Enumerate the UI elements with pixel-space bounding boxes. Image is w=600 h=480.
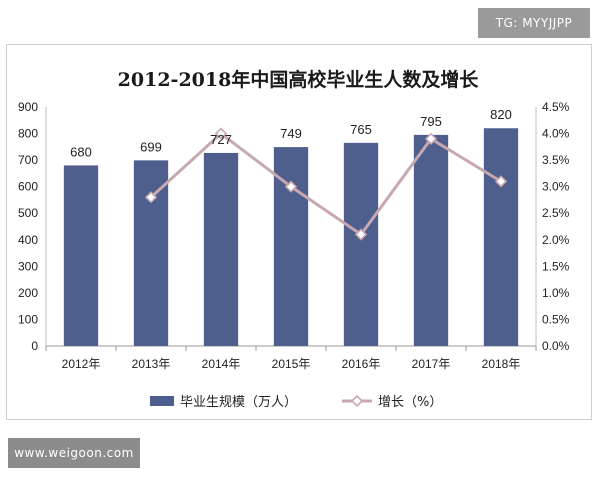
x-tick-label: 2012年 [62,357,101,371]
y-right-tick-label: 4.0% [542,127,570,141]
y-left-tick-label: 300 [18,259,38,273]
y-left-tick-label: 0 [31,339,38,353]
bar-data-label: 699 [140,139,162,154]
bar-data-label: 727 [210,132,232,147]
site-watermark: www.weigoon.com [8,438,140,468]
bar-data-label: 795 [420,114,442,129]
x-tick-label: 2017年 [412,357,451,371]
growth-point [494,175,508,188]
bar [343,142,379,346]
bar-data-label: 749 [280,126,302,141]
y-left-tick-label: 800 [18,127,38,141]
y-left-tick-label: 900 [18,100,38,114]
y-left-tick-label: 700 [18,153,38,167]
bar [63,165,99,346]
y-right-tick-label: 3.0% [542,180,570,194]
line-series [144,127,508,241]
growth-point [354,228,368,241]
y-right-tick-label: 4.5% [542,100,570,114]
y-right-tick-label: 3.5% [542,153,570,167]
y-left-tick-label: 400 [18,233,38,247]
y-right-tick-label: 2.5% [542,206,570,220]
legend-swatch-bar [150,396,174,406]
bar-series [63,128,519,346]
bar [483,128,519,346]
axes: 0 100 200 300 400 500 600 700 800 900 0.0% 0.5% 1.0%… [18,100,570,371]
data-labels: 680 699 727 749 765 795 820 [70,107,512,159]
y-right-tick-label: 0.5% [542,312,570,326]
y-right-tick-label: 1.5% [542,259,570,273]
x-tick-label: 2016年 [342,357,381,371]
growth-line [149,131,502,237]
bar [413,134,449,346]
y-left-tick-label: 500 [18,206,38,220]
y-right-tick-label: 1.0% [542,286,570,300]
legend-label-line: 增长（%） [378,395,442,410]
tg-watermark: TG: MYYJJPP [478,8,590,38]
y-left-tick-label: 200 [18,286,38,300]
y-right-tick-label: 2.0% [542,233,570,247]
legend-marker-line [350,394,364,408]
growth-point [424,132,438,145]
growth-point [284,180,298,193]
chart-title: 2012-2018年中国高校毕业生人数及增长 [118,68,480,91]
legend-label-bar: 毕业生规模（万人） [180,395,297,410]
x-tick-label: 2013年 [132,357,171,371]
bar-data-label: 680 [70,144,92,159]
growth-point [214,127,228,140]
y-left-tick-label: 100 [18,312,38,326]
y-left-tick-label: 600 [18,180,38,194]
y-right-tick-label: 0.0% [542,339,570,353]
x-tick-label: 2015年 [272,357,311,371]
x-tick-label: 2018年 [482,357,521,371]
growth-point [144,191,158,204]
bar [273,147,309,346]
legend: 毕业生规模（万人） 增长（%） [150,394,442,410]
bar-data-label: 820 [490,107,512,122]
bar [203,152,239,346]
bar-data-label: 765 [350,122,372,137]
x-tick-label: 2014年 [202,357,241,371]
